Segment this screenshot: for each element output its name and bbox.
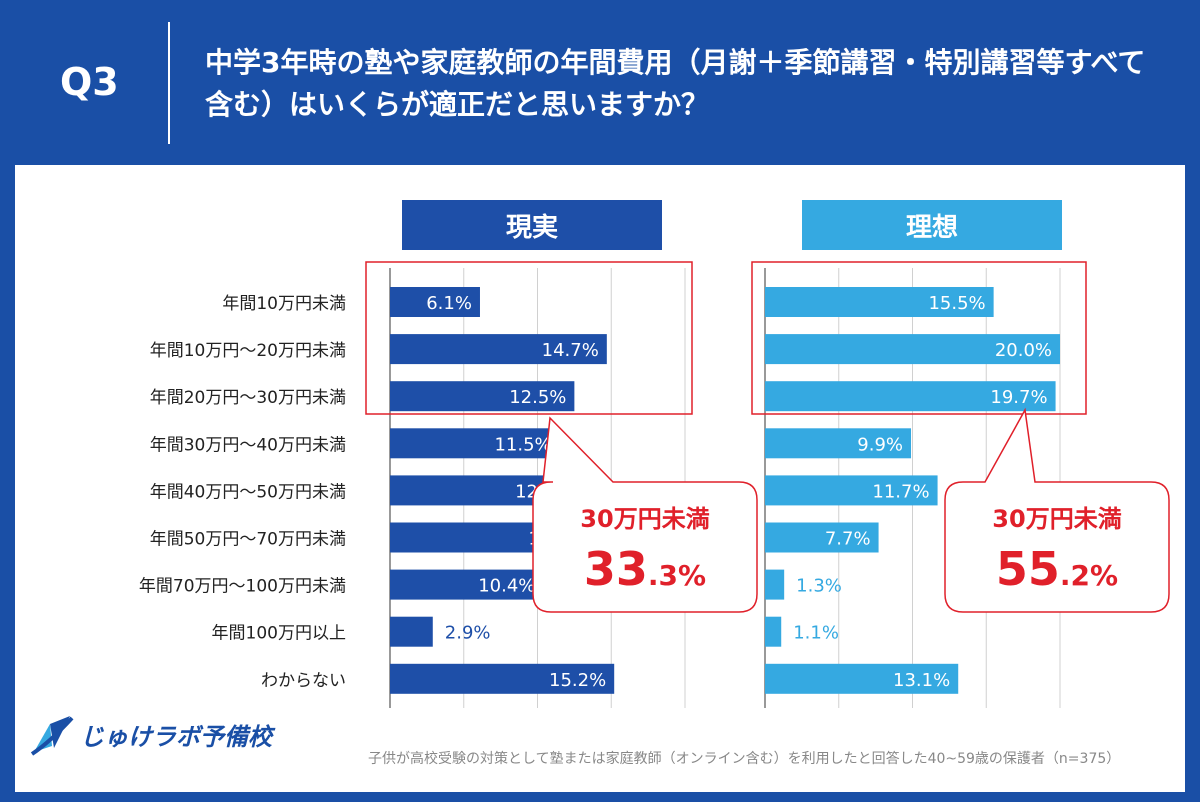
series-header-label: 理想 — [906, 213, 958, 243]
category-label: 年間40万円～50万円未満 — [150, 482, 346, 502]
bar — [765, 616, 782, 647]
bar — [390, 381, 575, 412]
category-label: 年間50万円～70万円未満 — [150, 530, 346, 550]
callout-bubble — [944, 407, 1170, 613]
data-label: 6.1% — [426, 293, 472, 314]
data-label: 2.9% — [445, 623, 491, 644]
data-label: 15.2% — [549, 670, 606, 691]
bar — [765, 381, 1056, 412]
highlight-box — [751, 261, 1087, 415]
callout-bubble — [532, 416, 758, 613]
book-logo-icon — [30, 716, 74, 756]
data-label: 1.1% — [793, 623, 839, 644]
category-label: 年間70万円～100万円未満 — [139, 577, 346, 597]
question-title: 中学3年時の塾や家庭教師の年間費用（月謝＋季節講習・特別講習等すべて含む）はいく… — [205, 46, 1146, 121]
data-label: 11.5% — [494, 434, 551, 455]
data-label: 10.4% — [478, 576, 535, 597]
bar — [765, 334, 1060, 365]
data-label: 14.7% — [542, 340, 599, 361]
survey-note: 子供が高校受験の対策として塾または家庭教師（オンライン含む）を利用したと回答した… — [368, 751, 1121, 767]
bar — [390, 616, 433, 647]
bar — [765, 522, 879, 553]
bar — [390, 428, 560, 459]
category-label: 年間10万円～20万円未満 — [150, 341, 346, 361]
bar — [390, 287, 480, 317]
logo-text: じゅけラボ予備校 — [80, 722, 272, 751]
callout-label: 30万円未満 — [580, 505, 709, 533]
highlight-box — [365, 261, 693, 415]
category-label: わからない — [261, 671, 346, 691]
category-label: 年間30万円～40万円未満 — [150, 435, 346, 455]
data-label: 19.7% — [990, 387, 1047, 408]
series-header-0 — [402, 200, 662, 250]
callout-value: 33.3% — [584, 542, 706, 596]
bar — [765, 287, 994, 317]
bar — [390, 334, 607, 365]
bar — [765, 569, 785, 600]
data-label: 11.7% — [872, 481, 929, 502]
data-label: 13.1% — [893, 670, 950, 691]
data-label: 1.3% — [796, 576, 842, 597]
logo: じゅけラボ予備校 — [30, 712, 272, 756]
bar — [765, 475, 938, 506]
question-number: Q3 — [60, 60, 119, 104]
category-label: 年間100万円以上 — [212, 624, 346, 644]
bar — [765, 663, 959, 694]
bar — [390, 569, 544, 600]
bar — [765, 428, 912, 459]
callout-label: 30万円未満 — [992, 505, 1121, 533]
series-header-label: 現実 — [506, 212, 558, 243]
series-header-1 — [802, 200, 1062, 250]
data-label: 9.9% — [857, 434, 903, 455]
callout-value: 55.2% — [996, 542, 1118, 596]
divider — [168, 22, 170, 144]
data-label: 7.7% — [825, 529, 871, 550]
category-label: 年間20万円～30万円未満 — [150, 388, 346, 408]
data-label: 20.0% — [995, 340, 1052, 361]
bar — [390, 663, 615, 694]
data-label: 15.5% — [928, 293, 985, 314]
data-label: 12.5% — [509, 387, 566, 408]
category-label: 年間10万円未満 — [222, 294, 346, 314]
